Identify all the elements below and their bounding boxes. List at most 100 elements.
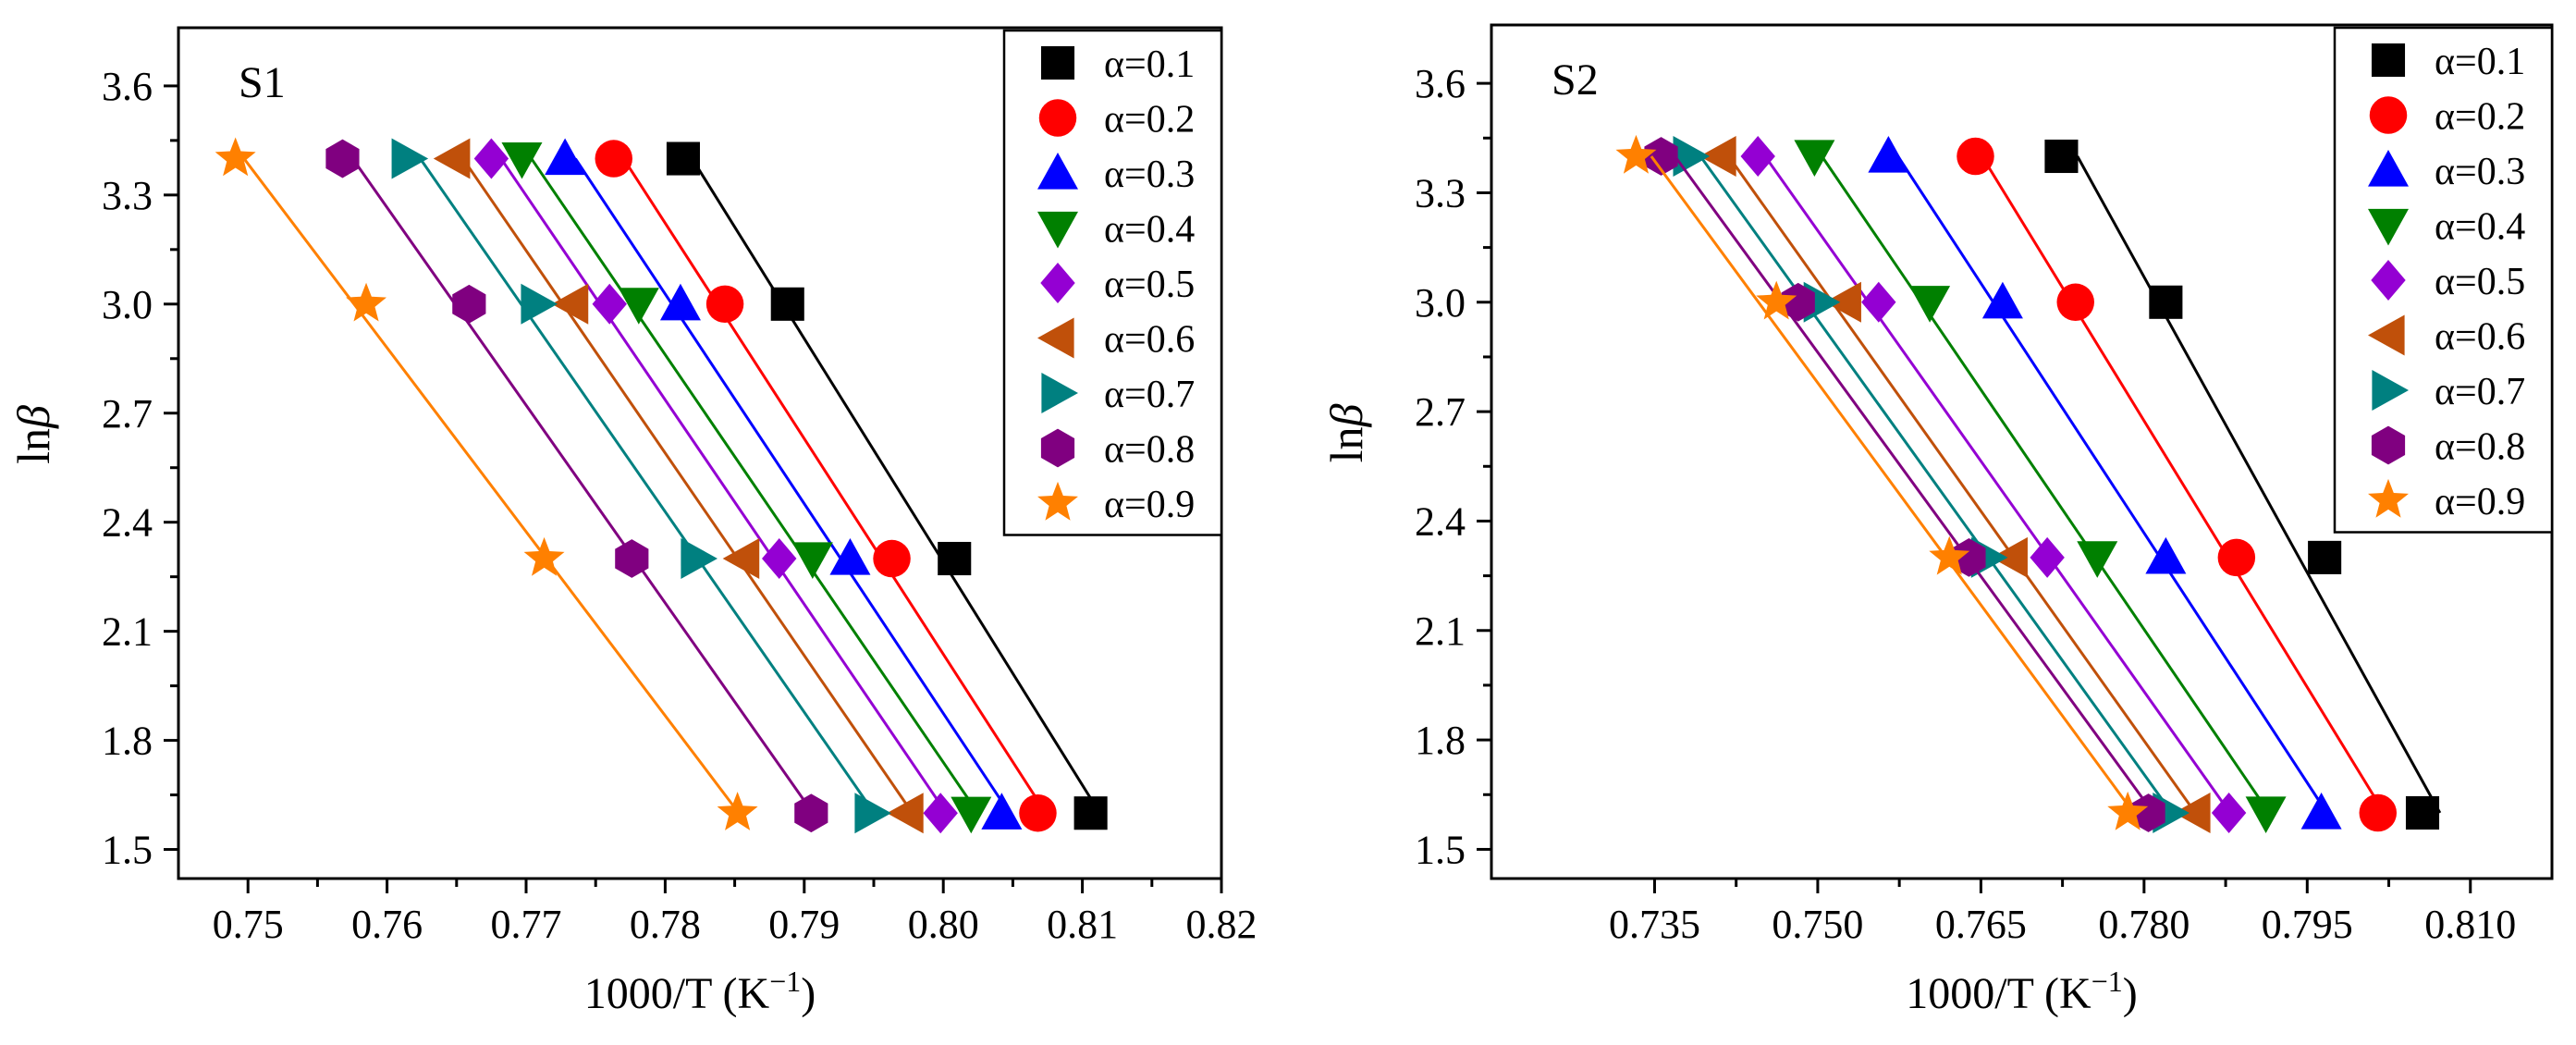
legend-entry: α=0.3 <box>2435 151 2525 193</box>
y-tick-label: 2.1 <box>1415 609 1466 654</box>
legend-marker <box>2368 208 2409 246</box>
fit-line <box>242 157 741 815</box>
fit-line <box>2076 155 2442 814</box>
data-point <box>659 283 701 321</box>
legend-marker <box>1041 373 1078 413</box>
fit-line <box>530 157 979 815</box>
legend-entry: α=0.4 <box>2435 206 2525 249</box>
data-point <box>2030 536 2065 578</box>
data-point <box>325 139 360 178</box>
legend-entry: α=0.6 <box>1104 319 1195 362</box>
x-tick-label: 0.77 <box>491 902 562 947</box>
data-point <box>618 288 659 325</box>
data-point <box>794 793 828 833</box>
x-tick-label: 0.810 <box>2424 902 2516 947</box>
legend-entry: α=0.4 <box>1104 209 1195 252</box>
fit-line <box>622 157 1048 815</box>
data-point <box>473 138 509 179</box>
data-point <box>717 792 758 830</box>
series-alpha-0.6 <box>1699 136 2211 833</box>
x-tick-label: 0.735 <box>1609 902 1700 947</box>
series-alpha-0.4 <box>1794 140 2287 833</box>
x-tick-label: 0.79 <box>768 902 840 947</box>
panel-label: S1 <box>239 58 286 107</box>
x-tick-label: 0.75 <box>213 902 284 947</box>
series-alpha-0.2 <box>595 140 1057 832</box>
data-point <box>551 283 589 325</box>
y-tick-label: 3.6 <box>102 64 153 109</box>
legend-marker <box>1037 481 1078 521</box>
data-point <box>1824 281 1861 323</box>
legend-marker <box>2371 260 2406 301</box>
y-tick-label: 3.3 <box>102 173 153 218</box>
fit-line <box>499 157 948 815</box>
data-point <box>2107 791 2149 830</box>
fit-line <box>419 157 876 815</box>
data-point <box>2217 538 2256 577</box>
data-point <box>887 793 924 834</box>
data-point <box>215 137 256 177</box>
legend-entry: α=0.3 <box>1104 154 1195 196</box>
legend-marker <box>2371 43 2406 78</box>
series-alpha-0.4 <box>501 141 992 834</box>
legend: α=0.1 α=0.2 α=0.3 α=0.4 α=0.5 α=0.6 α=0.7 α=0.8… <box>1002 29 1223 536</box>
fit-line <box>691 157 1101 815</box>
x-tick-label: 0.81 <box>1047 902 1118 947</box>
data-point <box>2211 793 2247 833</box>
fit-line <box>351 157 815 815</box>
data-point <box>2145 536 2187 574</box>
legend: α=0.1 α=0.2 α=0.3 α=0.4 α=0.5 α=0.6 α=0.7 α=0.8… <box>2333 26 2554 534</box>
legend-entry: α=0.8 <box>1104 429 1195 472</box>
fit-line <box>461 157 914 815</box>
legend-entry: α=0.1 <box>1104 43 1195 86</box>
legend-marker <box>2368 478 2409 518</box>
legend-marker <box>2372 370 2409 411</box>
legend-entry: α=0.7 <box>1104 374 1195 416</box>
series-alpha-0.8 <box>1644 137 2165 832</box>
data-point <box>829 538 871 575</box>
y-tick-label: 1.8 <box>102 719 153 764</box>
data-point <box>681 538 718 580</box>
fit-line <box>1699 155 2173 814</box>
data-point <box>1957 137 1994 176</box>
data-point <box>770 287 804 321</box>
data-point <box>666 141 700 176</box>
fit-line <box>1896 155 2328 814</box>
data-point <box>1756 280 1797 320</box>
legend-entry: α=0.6 <box>2435 316 2525 359</box>
data-point <box>1699 136 1736 177</box>
data-point <box>2077 541 2118 578</box>
data-point <box>1981 281 2023 319</box>
legend-entry: α=0.5 <box>1104 264 1195 306</box>
legend-marker <box>1040 45 1075 80</box>
data-point <box>2300 793 2342 830</box>
data-point <box>452 284 486 324</box>
series-alpha-0.9 <box>1615 134 2149 830</box>
data-point <box>2245 796 2287 833</box>
y-tick-label: 3.6 <box>1415 61 1466 106</box>
data-point <box>1019 793 1057 832</box>
fit-line <box>1763 155 2232 814</box>
data-point <box>2173 793 2211 833</box>
data-point <box>1929 535 1970 575</box>
data-point <box>1740 136 1775 177</box>
fit-line <box>1981 155 2386 814</box>
y-tick-label: 2.1 <box>102 609 153 655</box>
legend-marker <box>1037 153 1078 190</box>
chart-panel-s2: 0.735 0.750 0.765 0.780 0.795 0.810 1.5 1.8 2.1 2… <box>1320 23 2554 1018</box>
series-alpha-0.7 <box>391 138 891 834</box>
series-alpha-0.3 <box>1868 136 2342 830</box>
x-tick-label: 0.78 <box>630 902 701 947</box>
legend-entry: α=0.8 <box>2435 426 2525 469</box>
legend-marker <box>2369 96 2408 134</box>
x-axis-label: 1000/T (K−1) <box>584 965 816 1018</box>
fit-line <box>574 157 1011 815</box>
data-point <box>2149 285 2183 319</box>
data-point <box>1909 286 1951 323</box>
x-tick-label: 0.80 <box>908 902 979 947</box>
data-point <box>1952 537 1986 577</box>
y-tick-label: 3.0 <box>1415 280 1466 326</box>
data-point <box>1991 536 2028 578</box>
series-alpha-0.5 <box>1740 136 2247 833</box>
